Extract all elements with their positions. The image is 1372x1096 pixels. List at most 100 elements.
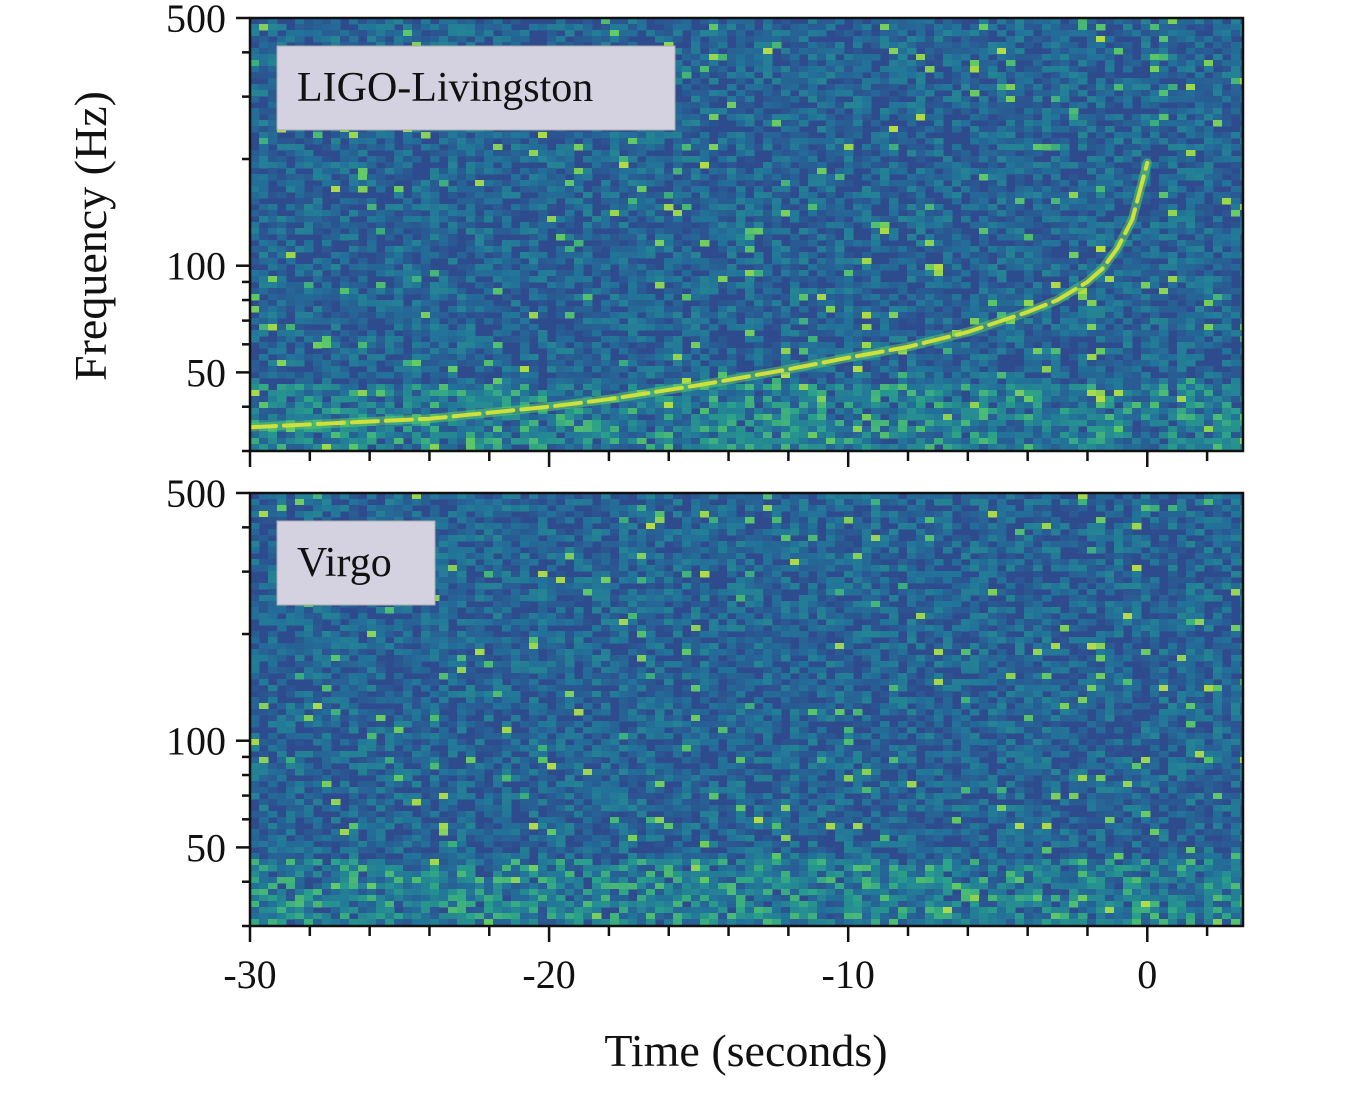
noise-cell [1150,66,1160,73]
noise-cell [574,36,584,43]
noise-cell [277,342,287,349]
noise-cell [1096,192,1106,199]
noise-cell [1159,66,1169,73]
noise-cell [358,312,368,319]
noise-cell [700,162,710,169]
noise-cell [772,30,782,37]
noise-cell [538,258,548,265]
noise-cell [1222,276,1232,283]
noise-cell [970,48,980,55]
noise-cell [790,114,800,121]
noise-cell [511,42,521,49]
noise-cell [493,348,503,355]
noise-cell [394,306,404,313]
noise-cell [655,216,665,223]
noise-cell [979,222,989,229]
noise-cell [1042,216,1052,223]
noise-cell [1087,48,1097,55]
noise-cell [961,384,971,391]
noise-cell [520,144,530,151]
noise-cell [538,270,548,277]
noise-cell [1186,36,1196,43]
noise-cell [1195,54,1205,61]
noise-cell [349,234,359,241]
noise-cell [466,198,476,205]
noise-cell [835,348,845,355]
noise-cell [493,258,503,265]
noise-cell [745,228,755,235]
noise-cell [610,342,620,349]
noise-cell [997,336,1007,343]
noise-cell [439,342,449,349]
noise-cell [682,246,692,253]
noise-cell [259,108,269,115]
noise-cell [331,252,341,259]
noise-cell [529,186,539,193]
noise-cell [763,30,773,37]
noise-cell [1132,270,1142,277]
noise-cell [664,366,674,373]
noise-cell [700,108,710,115]
noise-cell [790,132,800,139]
noise-cell [277,228,287,235]
noise-cell [1069,30,1079,37]
noise-cell [250,126,260,133]
noise-cell [997,42,1007,49]
noise-cell [1105,204,1115,211]
noise-cell [1060,114,1070,121]
noise-cell [898,306,908,313]
noise-cell [1042,378,1052,385]
noise-cell [1024,72,1034,79]
noise-cell [412,372,422,379]
noise-cell [1141,246,1151,253]
noise-cell [1060,270,1070,277]
noise-cell [871,240,881,247]
noise-cell [1222,96,1232,103]
noise-cell [556,162,566,169]
noise-cell [601,306,611,313]
noise-cell [709,228,719,235]
noise-cell [259,60,269,67]
noise-cell [1105,336,1115,343]
noise-cell [439,132,449,139]
noise-cell [745,330,755,337]
noise-cell [1105,384,1115,391]
noise-cell [484,306,494,313]
noise-cell [1141,78,1151,85]
noise-cell [340,222,350,229]
noise-cell [1186,18,1196,25]
noise-cell [817,72,827,79]
noise-cell [1141,342,1151,349]
noise-cell [610,132,620,139]
noise-cell [700,132,710,139]
noise-cell [1240,306,1243,313]
noise-cell [736,54,746,61]
noise-cell [1204,372,1214,379]
noise-cell [268,132,278,139]
noise-cell [529,204,539,211]
noise-cell [1123,330,1133,337]
noise-cell [961,306,971,313]
noise-cell [367,300,377,307]
noise-cell [1186,96,1196,103]
noise-cell [556,288,566,295]
noise-cell [592,168,602,175]
noise-cell [1168,186,1178,193]
noise-cell [664,306,674,313]
noise-cell [1033,150,1043,157]
noise-cell [682,354,692,361]
noise-cell [1078,222,1088,229]
noise-cell [988,216,998,223]
noise-cell [916,192,926,199]
noise-cell [1123,378,1133,385]
noise-cell [637,366,647,373]
noise-cell [277,324,287,331]
noise-cell [655,306,665,313]
noise-cell [475,216,485,223]
noise-cell [844,366,854,373]
noise-cell [718,240,728,247]
noise-cell [754,222,764,229]
noise-cell [1006,264,1016,271]
noise-cell [835,72,845,79]
noise-cell [970,78,980,85]
